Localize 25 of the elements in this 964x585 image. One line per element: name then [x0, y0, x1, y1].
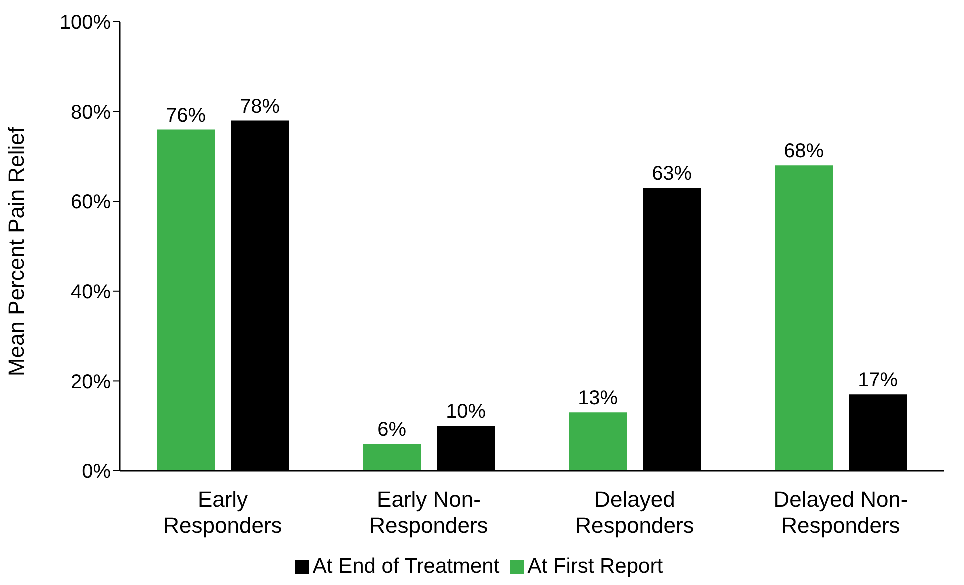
x-tick-label: Delayed Responders [576, 487, 694, 538]
legend-label: At First Report [528, 555, 664, 578]
y-tick-label: 20% [70, 371, 112, 394]
bar [363, 444, 422, 471]
x-tick-label: Delayed Non-Responders [774, 487, 908, 538]
legend-label: At End of Treatment [312, 555, 500, 578]
x-tick-label: Early Non-Responders [370, 487, 488, 538]
data-label: 10% [446, 401, 486, 424]
data-label: 17% [858, 370, 898, 392]
data-label: 6% [378, 419, 407, 442]
y-tick-label: 40% [70, 282, 112, 304]
bar [157, 130, 216, 471]
y-axis-title: Mean Percent Pain Relief [4, 126, 29, 376]
x-tick-label: Early Responders [164, 487, 282, 538]
bar [775, 166, 834, 471]
y-tick-label: 0% [82, 461, 112, 484]
bar [569, 412, 628, 471]
data-label: 76% [166, 104, 206, 127]
data-label: 78% [240, 96, 280, 118]
data-label: 68% [784, 140, 824, 163]
y-tick-label: 60% [70, 192, 112, 214]
data-label: 13% [578, 388, 618, 410]
data-label: 63% [652, 163, 692, 186]
y-tick-label: 80% [70, 102, 112, 124]
y-tick-label: 100% [60, 12, 112, 34]
